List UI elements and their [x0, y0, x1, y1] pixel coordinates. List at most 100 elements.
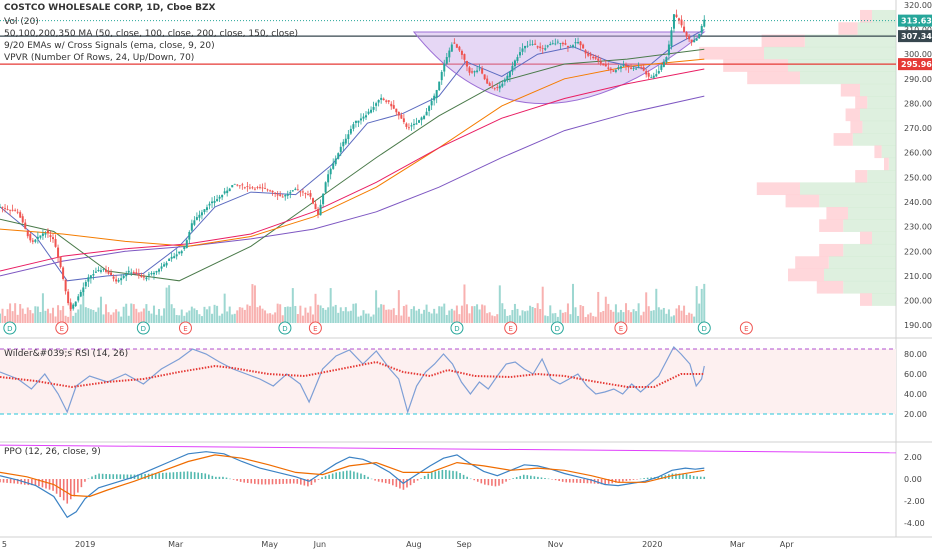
ppo-histogram-bar: [246, 479, 249, 484]
volume-bar: [269, 313, 272, 323]
vpvr-down-bar: [819, 243, 844, 257]
candle-body: [163, 264, 166, 267]
candle-body: [117, 280, 120, 282]
candle-body: [266, 189, 269, 191]
candle-body: [359, 118, 362, 121]
candle-body: [0, 206, 1, 208]
dividend-marker: [697, 321, 711, 335]
candle-body: [367, 111, 370, 114]
volume-bar: [347, 311, 350, 323]
volume-bar: [110, 314, 113, 323]
ppo-histogram-bar: [519, 475, 522, 480]
event-marker-label: E: [509, 325, 513, 333]
ppo-histogram-bar: [207, 474, 210, 480]
volume-bar: [180, 309, 183, 323]
ppo-histogram-bar: [434, 471, 437, 480]
ppo-histogram-bar: [342, 471, 345, 480]
ppo-histogram-bar: [66, 479, 69, 504]
ppo-histogram-bar: [169, 472, 171, 480]
volume-bar: [150, 313, 153, 323]
ppo-histogram-bar: [346, 470, 348, 480]
candle-body: [700, 26, 703, 33]
vpvr-down-bar: [855, 96, 868, 109]
candle-body: [491, 86, 494, 88]
candle-body: [579, 41, 582, 46]
ppo-histogram-bar: [384, 479, 387, 484]
indicator-ema[interactable]: 9/20 EMAs w/ Cross Signals (ema, close, …: [4, 41, 215, 51]
price-tag: [898, 30, 932, 43]
volume-bar: [332, 306, 335, 323]
ppo-histogram-bar: [229, 478, 231, 480]
volume-bar: [248, 305, 251, 323]
volume-bar: [377, 307, 380, 323]
volume-bar: [125, 303, 128, 323]
candle-body: [246, 186, 249, 187]
candle-body: [147, 274, 150, 276]
candle-body: [294, 188, 297, 190]
event-marker-label: D: [282, 325, 287, 333]
volume-bar: [276, 303, 279, 323]
candle-body: [269, 190, 272, 192]
volume-bar: [4, 315, 7, 323]
candle-body: [622, 65, 625, 67]
volume-bar: [614, 304, 617, 323]
ppo-histogram-bar: [441, 469, 444, 480]
indicator-volume[interactable]: Vol (20): [4, 17, 39, 27]
ppo-title[interactable]: PPO (12, 26, close, 9): [4, 447, 101, 457]
ppo-histogram-bar: [462, 474, 465, 480]
price-tick-label: 200.00: [904, 297, 932, 306]
ppo-histogram-bar: [69, 479, 72, 500]
candle-body: [455, 44, 458, 48]
ppo-tick-label: -2.00: [904, 497, 925, 506]
candle-body: [481, 68, 484, 74]
volume-bar: [395, 315, 398, 323]
candle-body: [425, 111, 428, 116]
volume-bar: [256, 307, 259, 323]
candle-body: [180, 251, 183, 254]
ppo-histogram-bar: [650, 477, 652, 480]
candle-body: [127, 270, 130, 273]
volume-bar: [405, 304, 408, 323]
ppo-histogram-bar: [455, 471, 458, 480]
price-tag-label: 295.96: [901, 60, 932, 69]
volume-bar: [122, 306, 125, 323]
candle-body: [539, 46, 542, 48]
volume-bar: [211, 313, 214, 323]
indicator-ma[interactable]: 50,100,200,350 MA (50, close, 100, close…: [4, 29, 298, 39]
vpvr-up-bar: [852, 133, 896, 146]
volume-bar: [147, 310, 150, 323]
volume-bar: [642, 311, 645, 323]
volume-bar: [342, 311, 345, 323]
indicator-vpvr[interactable]: VPVR (Number Of Rows, 24, Up/Down, 70): [4, 53, 195, 63]
rsi-title[interactable]: Wilder&#039;s RSI (14, 26): [4, 349, 129, 359]
volume-bar: [619, 309, 622, 323]
volume-bar: [463, 284, 466, 323]
volume-bar: [233, 313, 236, 323]
candle-body: [319, 204, 322, 216]
candle-body: [317, 209, 320, 215]
volume-bar: [294, 305, 297, 323]
candle-body: [488, 83, 491, 86]
volume-bar: [365, 313, 368, 323]
volume-bar: [329, 288, 332, 323]
vpvr-up-bar: [843, 280, 896, 294]
candle-body: [698, 33, 701, 39]
volume-bar: [178, 315, 181, 323]
volume-bar: [486, 313, 489, 323]
volume-bar: [577, 315, 580, 323]
price-tick-label: 210.00: [904, 272, 932, 281]
ppo-histogram-bar: [604, 479, 606, 485]
ppo-histogram-bar: [618, 479, 621, 483]
candle-body: [443, 63, 446, 72]
candle-body: [299, 191, 302, 193]
ppo-histogram-bar: [501, 479, 504, 484]
candle-body: [524, 45, 527, 49]
volume-bar: [518, 315, 521, 323]
candle-body: [584, 50, 587, 54]
volume-bar: [571, 283, 574, 323]
ppo-histogram-bar: [480, 479, 483, 484]
volume-bar: [392, 308, 395, 323]
vpvr-up-bar: [860, 83, 896, 97]
candle-body: [1, 206, 4, 208]
volume-bar: [430, 313, 433, 323]
